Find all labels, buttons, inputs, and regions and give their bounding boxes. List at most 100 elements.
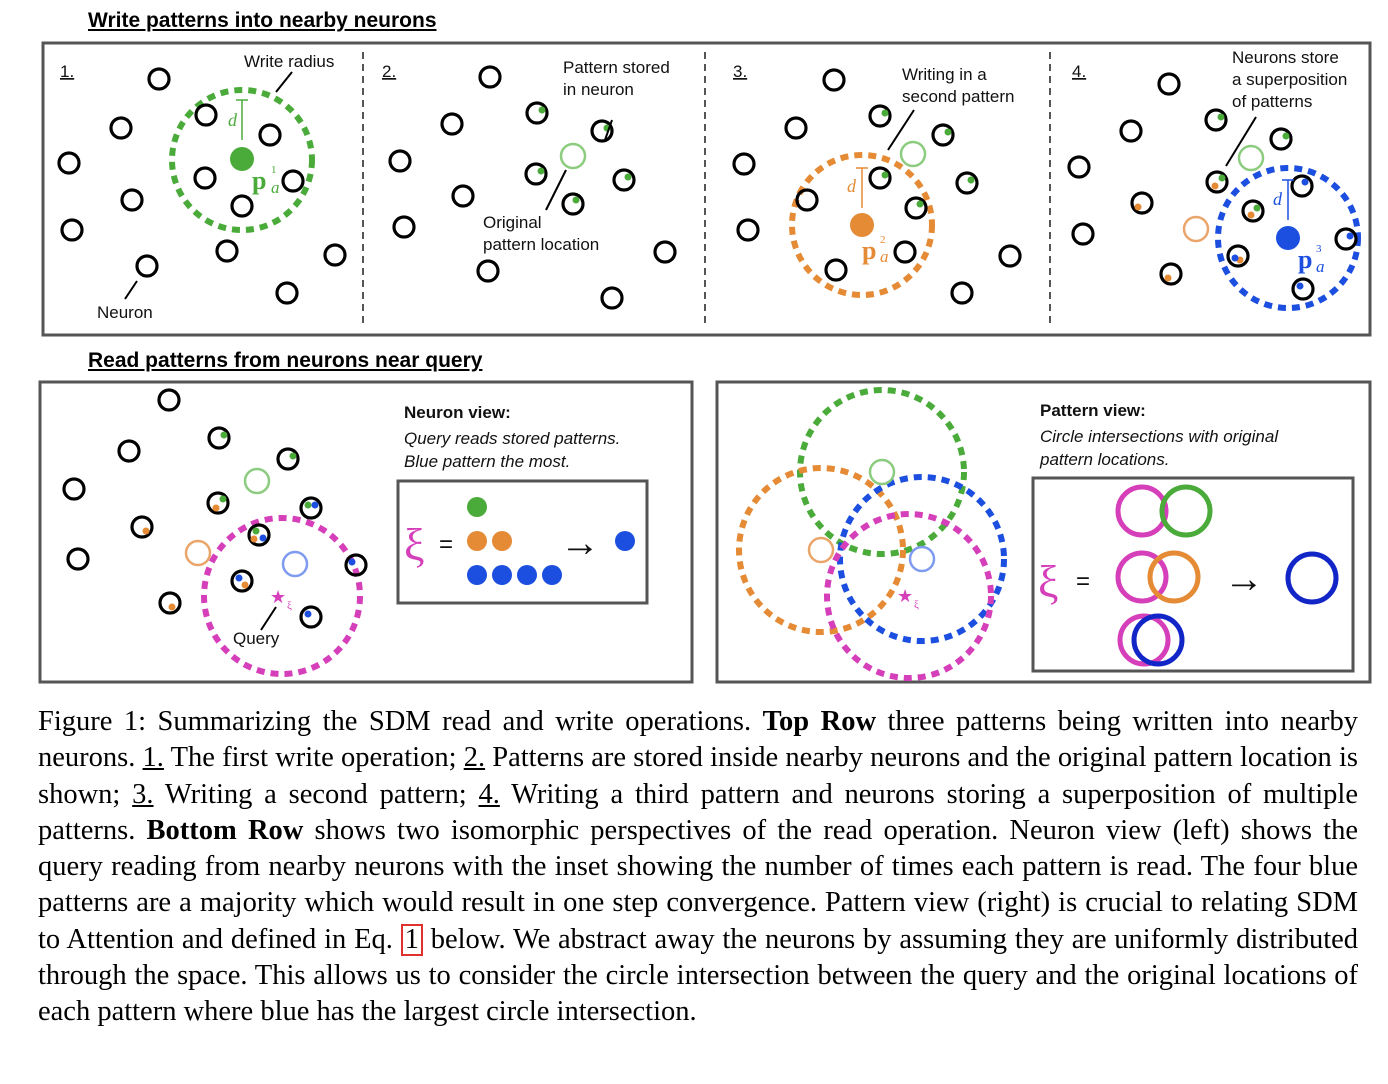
callout-line [275,71,293,93]
neuron [258,123,282,147]
pattern-view-desc-line1: Circle intersections with original [1040,427,1279,446]
neuron [904,196,928,220]
neuron [207,426,231,450]
pattern-1-dot [230,147,254,171]
neuron [1241,199,1265,223]
original-pattern-location [559,142,587,170]
neuron [476,259,500,283]
stored-dot [168,603,176,611]
neuron [130,515,154,539]
pattern-view-heading: Pattern view: [1040,401,1146,420]
write-radius-circle [789,152,935,298]
xi-symbol: ξ [1038,556,1059,607]
pattern-sup: 3 [1316,243,1322,255]
blue-count-dot [467,565,487,585]
write-radius-callout: Write radius [244,52,334,71]
stored-dot [881,171,889,179]
caption-text: Patterns are stored inside nearby neuron… [38,742,1358,810]
neuron [1269,127,1293,151]
neuron [1290,174,1314,198]
stored-dot [311,501,319,509]
caption-number: 4. [478,778,500,810]
neuron [281,169,305,193]
pattern-label: p [1298,245,1312,274]
panel-number: 4. [1072,62,1086,81]
panel-number: 1. [60,62,74,81]
write-frame [41,41,1372,337]
write-radius-circle [1215,165,1361,311]
stored-dot [235,574,243,582]
second-pattern-callout-line1: Writing in a [902,65,987,84]
neuron [1205,170,1229,194]
stored-dot [1164,274,1172,282]
stored-dot [572,196,580,204]
neuron [1159,262,1183,286]
callout-line [887,109,915,151]
write-panel-3: 3. d p a [732,62,1022,305]
stored-dot [241,581,249,589]
neuron [1334,227,1358,251]
stored-dot [212,504,220,512]
blue-ring [1131,613,1185,667]
blue-pattern-circle [837,474,1007,644]
pattern-sup: 2 [880,234,886,246]
pattern-label: p [862,236,876,265]
neuron-view-frame [38,380,694,684]
neuron [1071,222,1095,246]
neuron [109,116,133,140]
equals-sign: = [1076,568,1090,595]
neuron [950,281,974,305]
stored-dot [220,431,228,439]
green-ring [1159,484,1213,538]
neuron [868,104,892,128]
neuron-view-desc-line2: Blue pattern the most. [404,452,570,471]
caption-text: Writing a third pattern and neurons stor… [38,778,1358,846]
original-pattern-location-orange [1182,215,1210,243]
orange-count-dot [467,531,487,551]
neuron [1067,155,1091,179]
neuron [868,166,892,190]
neurons [62,388,368,629]
stored-dot [944,128,952,136]
stored-dot [881,109,889,117]
neuron [600,286,624,310]
stored-dot [538,106,546,114]
pattern-sub: a [1316,257,1325,276]
blue-count-dot [542,565,562,585]
neuron [732,152,756,176]
neuron [612,168,636,192]
caption-number: 1. [142,742,164,774]
neuron [525,101,549,125]
caption-bottom-row: Bottom Row [146,814,304,846]
neuron [275,281,299,305]
write-panel-2: 2. Pattern stored in neuron Orig [382,58,677,310]
superposition-callout-line1: Neurons store [1232,48,1339,67]
query-circle [824,511,994,681]
neuron [1226,244,1250,268]
neuron [230,569,254,593]
orange-count-dot [492,531,512,551]
caption-fig-label: Figure 1: [38,706,147,737]
neuron [299,496,323,520]
query-ring [1117,613,1171,667]
neuron [822,68,846,92]
neuron [824,258,848,282]
caption-number: 2. [463,742,486,774]
neuron [194,103,218,127]
neuron [158,591,182,615]
neurons [1067,72,1358,301]
neurons [732,68,1022,305]
query-star-icon: ★ [270,587,286,607]
equals-sign: = [439,531,453,558]
neuron-callout: Neuron [97,303,153,322]
equation-reference-link[interactable]: 1 [400,923,423,956]
neuron [1204,108,1228,132]
neuron [451,184,475,208]
neurons [388,65,677,310]
orange-ring [1147,550,1201,604]
neuron [60,218,84,242]
original-callout-line1: Original [483,213,542,232]
neuron [1157,72,1181,96]
neurons [57,67,347,305]
caption-text: three patterns being written into nearby… [38,706,1358,774]
